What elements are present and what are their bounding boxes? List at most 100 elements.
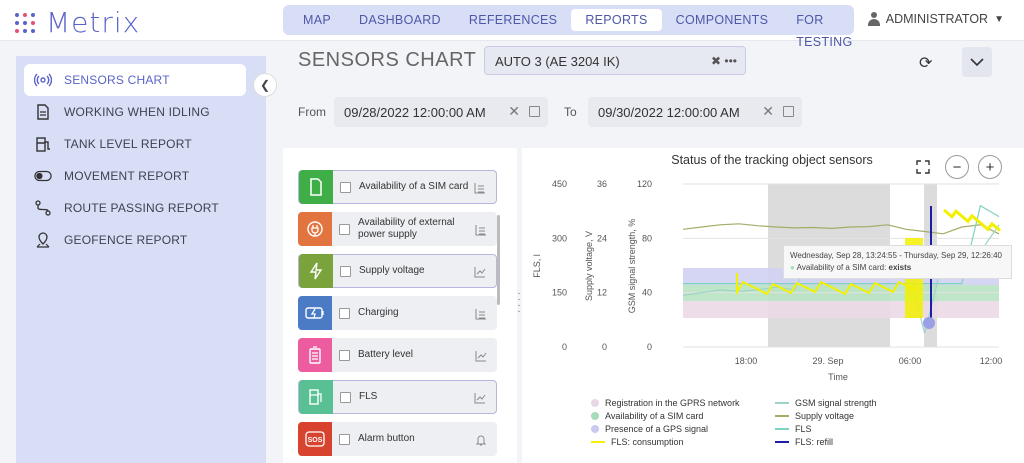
refresh-icon[interactable]: ⟳	[919, 55, 933, 72]
minus-icon: −	[952, 158, 962, 176]
chevron-left-icon: ❮	[259, 78, 271, 92]
y-tick-label: 0	[602, 342, 607, 352]
nav-reports[interactable]: REPORTS	[571, 9, 662, 31]
legend-label: Availability of a SIM card	[605, 411, 704, 421]
sensor-checkbox[interactable]	[339, 433, 350, 445]
legend-item[interactable]: GSM signal strength	[775, 398, 877, 408]
x-tick-label: 06:00	[899, 356, 922, 366]
sensor-item[interactable]: Battery level	[298, 338, 497, 372]
sensor-item[interactable]: Availability of a SIM card	[298, 170, 497, 204]
expand-filters-button[interactable]	[962, 47, 992, 77]
page-title: SENSORS CHART	[298, 49, 477, 71]
sidebar-item-geofence-report[interactable]: GEOFENCE REPORT	[24, 224, 246, 256]
sensor-item[interactable]: FLS	[298, 380, 497, 414]
legend-item[interactable]: FLS: consumption	[591, 437, 684, 447]
resize-handle[interactable]: · · · ·	[517, 288, 521, 317]
calendar-icon[interactable]	[529, 106, 540, 117]
legend-item[interactable]: FLS	[775, 424, 812, 434]
clear-icon[interactable]: ✖	[710, 54, 722, 68]
nav-references[interactable]: REFERENCES	[468, 13, 558, 27]
document-icon	[34, 103, 52, 121]
sensor-checkbox[interactable]	[339, 307, 350, 319]
table-icon[interactable]	[475, 307, 487, 320]
lightning-icon	[299, 254, 333, 288]
logo[interactable]: Metrix	[12, 6, 140, 39]
y-tick-label: 24	[597, 233, 607, 243]
user-menu[interactable]: ADMINISTRATOR ▼	[867, 12, 1004, 26]
sensor-checkbox[interactable]	[340, 265, 351, 277]
sidebar-item-tank-level-report[interactable]: TANK LEVEL REPORT	[24, 128, 246, 160]
legend-label: FLS	[795, 424, 812, 434]
nav-dashboard[interactable]: DASHBOARD	[359, 13, 441, 27]
zoom-out-button[interactable]: −	[945, 155, 969, 179]
sensor-item[interactable]: Availability of external power supply	[298, 212, 497, 246]
chevron-down-icon: ▼	[994, 13, 1004, 25]
sensor-checkbox[interactable]	[339, 349, 350, 361]
y-axis-label: GSM signal strength, %	[627, 219, 637, 314]
sos-icon: SOS	[298, 422, 332, 456]
sensor-name: Alarm button	[358, 433, 415, 444]
table-icon[interactable]	[475, 223, 487, 236]
nav-components[interactable]: COMPONENTS	[675, 13, 769, 27]
sensor-checkbox[interactable]	[339, 223, 350, 235]
sidebar-item-label: GEOFENCE REPORT	[64, 233, 188, 247]
bell-icon[interactable]	[475, 433, 487, 446]
fls-consumption-line	[943, 208, 1001, 232]
sidebar-item-movement-report[interactable]: MOVEMENT REPORT	[24, 160, 246, 192]
vehicle-select[interactable]: AUTO 3 (AE 3204 IK) ✖ •••	[484, 46, 746, 75]
nav-for-testing[interactable]: FOR TESTING	[796, 13, 853, 49]
line-chart-icon[interactable]	[475, 349, 487, 362]
sensor-checkbox[interactable]	[340, 181, 351, 193]
legend-item[interactable]: FLS: refill	[775, 437, 833, 447]
from-date-input[interactable]: 09/28/2022 12:00:00 AM ✕	[334, 97, 548, 127]
sidebar-item-sensors-chart[interactable]: SENSORS CHART	[24, 64, 246, 96]
y-tick-label: 80	[642, 233, 652, 243]
table-icon[interactable]	[474, 181, 486, 194]
signal-icon	[34, 71, 52, 89]
to-date-input[interactable]: 09/30/2022 12:00:00 AM ✕	[588, 97, 802, 127]
vehicle-select-value: AUTO 3 (AE 3204 IK)	[495, 54, 620, 69]
fuel-station-icon	[34, 135, 52, 153]
to-date-value: 09/30/2022 12:00:00 AM	[598, 105, 740, 120]
y-axis-label: FLS, l	[532, 254, 542, 278]
legend-label: GSM signal strength	[795, 398, 877, 408]
from-date-value: 09/28/2022 12:00:00 AM	[344, 105, 486, 120]
logo-text: Metrix	[46, 6, 141, 39]
sensor-item[interactable]: SOS Alarm button	[298, 422, 497, 456]
sensor-name: FLS	[359, 391, 378, 402]
more-icon[interactable]: •••	[724, 54, 737, 68]
sidebar-item-label: SENSORS CHART	[64, 73, 170, 87]
legend-swatch	[775, 402, 789, 404]
sidebar-item-working-when-idling[interactable]: WORKING WHEN IDLING	[24, 96, 246, 128]
legend-swatch	[775, 415, 789, 417]
legend-item[interactable]: Availability of a SIM card	[591, 411, 703, 421]
clear-icon[interactable]: ✕	[762, 103, 774, 119]
y-tick-label: 0	[562, 342, 567, 352]
sensor-list-scrollbar[interactable]	[497, 215, 500, 305]
x-tick-label: 29. Sep	[812, 356, 843, 366]
clear-icon[interactable]: ✕	[508, 103, 520, 119]
sim-card-icon	[299, 170, 333, 204]
gprs-band	[683, 301, 999, 318]
legend-label: FLS: refill	[795, 437, 834, 447]
legend-item[interactable]: Presence of a GPS signal	[591, 424, 708, 434]
tooltip-header: Wednesday, Sep 28, 13:24:55 - Thursday, …	[790, 251, 1002, 260]
fullscreen-icon[interactable]	[911, 155, 935, 179]
collapse-sidebar-button[interactable]: ❮	[253, 73, 277, 97]
legend-item[interactable]: Registration in the GPRS network	[591, 398, 740, 408]
sensor-item[interactable]: Charging	[298, 296, 497, 330]
nav-map[interactable]: MAP	[303, 13, 331, 27]
x-tick-label: 18:00	[735, 356, 758, 366]
y-tick-label: 150	[552, 288, 567, 298]
line-chart-icon[interactable]	[474, 265, 486, 278]
sidebar-item-route-passing-report[interactable]: ROUTE PASSING REPORT	[24, 192, 246, 224]
calendar-icon[interactable]	[783, 106, 794, 117]
legend-item[interactable]: Supply voltage	[775, 411, 854, 421]
line-chart-icon[interactable]	[474, 391, 486, 404]
route-icon	[34, 199, 52, 217]
zoom-in-button[interactable]: +	[978, 155, 1002, 179]
legend-swatch	[775, 428, 789, 430]
legend-swatch	[591, 412, 599, 420]
sensor-checkbox[interactable]	[340, 391, 351, 403]
sensor-item[interactable]: Supply voltage	[298, 254, 497, 288]
